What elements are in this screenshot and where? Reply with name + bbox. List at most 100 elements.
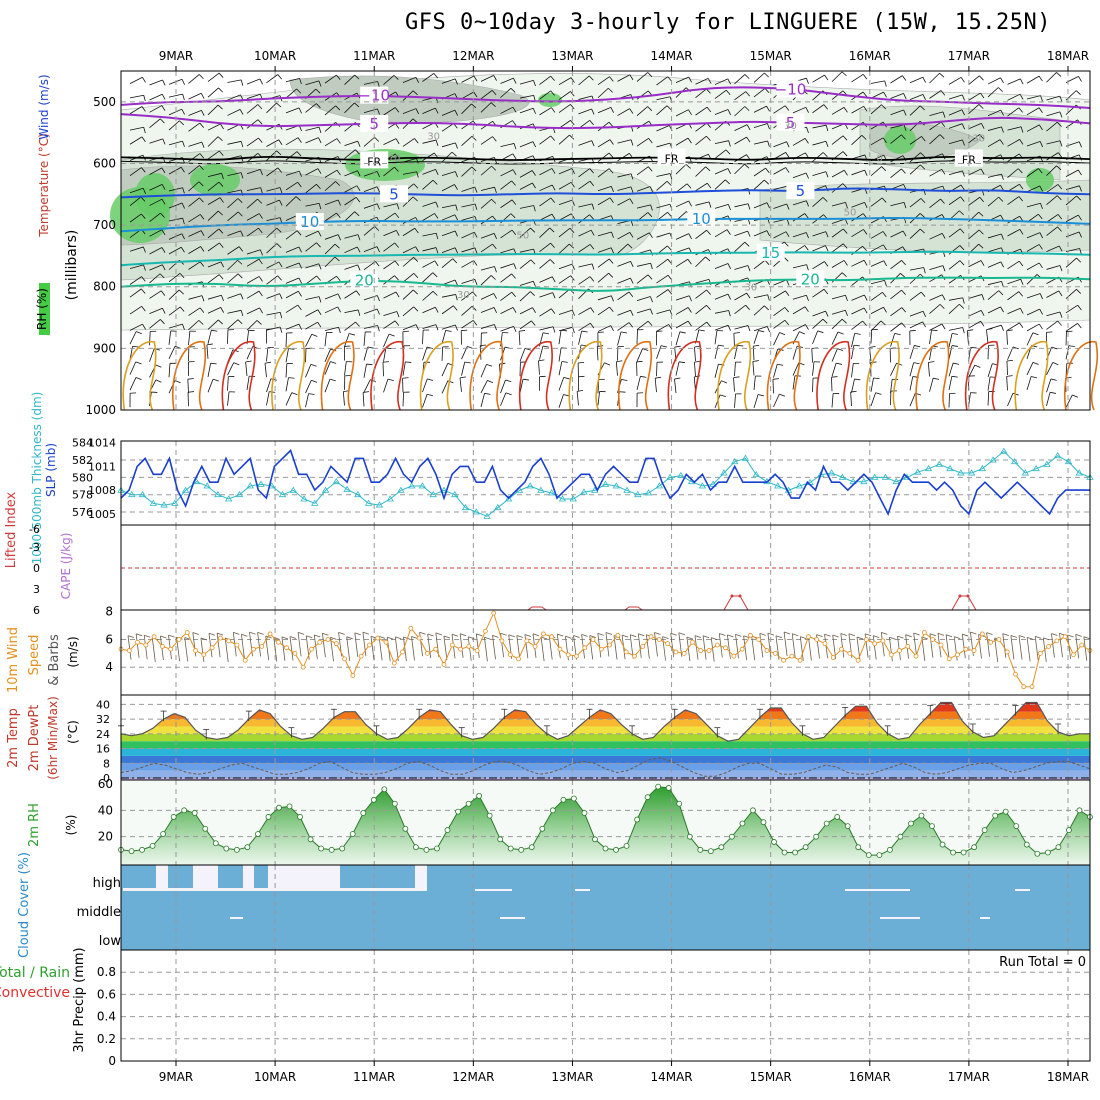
wind-barb xyxy=(441,214,456,221)
wind-barb xyxy=(968,168,982,176)
wind-barb-flag xyxy=(487,380,494,384)
wind-barb-flag xyxy=(336,169,341,176)
wind-barb xyxy=(188,307,201,316)
wind-barb-flag xyxy=(881,104,887,110)
wind-barb-flag xyxy=(329,378,336,382)
wind-barb-flag xyxy=(978,104,984,109)
wind-barb-10m-flag xyxy=(621,634,629,638)
wind-barb-flag xyxy=(1017,168,1023,174)
cape-point xyxy=(958,594,962,598)
wind-barb-flag xyxy=(640,375,647,378)
wind-speed-point xyxy=(425,650,430,656)
wind-barb xyxy=(1046,195,1058,206)
wind-barb-10m xyxy=(808,636,812,661)
thickness-point xyxy=(580,488,588,495)
wind-barb xyxy=(383,107,396,116)
wind-barb-flag xyxy=(277,275,282,281)
wind-barb-flag xyxy=(542,345,549,348)
wind-barb-flag xyxy=(276,227,282,233)
wind-barb-flag xyxy=(727,78,731,85)
wind-barb-10m xyxy=(322,633,326,658)
rh-point xyxy=(360,810,367,816)
wind-barb xyxy=(500,106,514,114)
wind-barb xyxy=(734,265,749,270)
wind-barb-flag xyxy=(455,294,458,301)
wind-barb-flag xyxy=(604,362,611,366)
wind-barb xyxy=(539,213,553,221)
wind-barb xyxy=(1065,169,1079,177)
wind-barb-flag xyxy=(863,307,868,314)
wind-barb-10m xyxy=(897,636,901,661)
wind-barb xyxy=(773,231,787,239)
wind-barb xyxy=(305,168,319,176)
wind-barb-flag xyxy=(143,127,146,134)
wind-barb-10m-flag xyxy=(597,633,604,636)
wind-barb-flag xyxy=(941,233,946,239)
wind-barb-flag xyxy=(473,91,478,98)
wind-barb xyxy=(441,294,456,298)
thickness-point xyxy=(214,490,222,498)
thickness-point xyxy=(957,469,965,476)
wind-speed-point xyxy=(582,645,588,651)
wind-barb-flag xyxy=(550,242,555,248)
wind-barb-flag xyxy=(219,242,224,248)
temp-contour-low xyxy=(419,341,454,411)
wind-barb xyxy=(149,105,162,113)
wind-barb-flag xyxy=(831,376,838,378)
wind-barb-10m-flag xyxy=(387,636,394,640)
wind-speed-point xyxy=(1029,684,1035,690)
wind-barb-flag xyxy=(467,346,474,349)
rh-point xyxy=(434,845,440,852)
wind-barb-flag xyxy=(688,109,692,116)
wind-barb xyxy=(402,361,406,376)
cloud-high-trace xyxy=(1015,889,1030,891)
rh-point xyxy=(571,795,577,802)
wind-barb-10m-flag xyxy=(476,633,483,637)
wind-barb-flag xyxy=(591,263,595,270)
rh-point xyxy=(255,831,261,837)
rh-point xyxy=(339,845,346,852)
wind-barb-flag xyxy=(336,74,341,80)
wind-barb-10m xyxy=(783,631,788,657)
wind-speed-point xyxy=(449,642,455,648)
wind-barb xyxy=(987,391,990,406)
wind-barb-10m-flag xyxy=(783,631,791,635)
wind-barb xyxy=(324,326,339,331)
wind-barb xyxy=(558,275,571,284)
wind-barb xyxy=(227,140,242,145)
wind-barb-flag xyxy=(1000,306,1004,313)
wind-barb xyxy=(324,378,331,393)
wind-barb xyxy=(558,91,571,100)
wind-barb-flag xyxy=(238,246,244,252)
wind-barb-flag xyxy=(432,291,438,296)
wind-barb-flag xyxy=(727,263,731,270)
rh-point xyxy=(244,844,251,851)
wind-barb-flag xyxy=(698,329,705,332)
wind-speed-point xyxy=(855,657,861,663)
wind-barb-flag xyxy=(1076,257,1082,263)
wind-barb xyxy=(792,375,796,390)
wind-barb-flag xyxy=(1059,265,1063,272)
wind-barb-10m xyxy=(249,632,253,657)
wind-barb-flag xyxy=(394,242,399,248)
wind-barb xyxy=(188,153,201,162)
wind-barb-10m xyxy=(694,635,699,660)
temp-axis-label-4: (°C) xyxy=(66,720,80,744)
thickness-point xyxy=(795,482,804,489)
wind-barb-10m-flag xyxy=(144,634,151,638)
wind-barb xyxy=(246,227,259,237)
wind-barb xyxy=(422,306,436,314)
wind-barb-flag xyxy=(552,292,556,299)
wind-barb xyxy=(188,261,201,270)
wind-barb-flag xyxy=(725,149,731,155)
wind-barb-flag xyxy=(919,213,925,218)
wind-barb-flag xyxy=(1076,289,1082,294)
thickness-point xyxy=(677,471,685,479)
temp-band xyxy=(121,719,1090,727)
wind-barb-flag xyxy=(338,327,341,334)
wind-barb-10m xyxy=(986,632,990,657)
wind-barb xyxy=(285,304,299,313)
wind-barb-flag xyxy=(155,364,162,368)
rh-point xyxy=(518,846,525,853)
wind-barb-flag xyxy=(719,394,726,397)
